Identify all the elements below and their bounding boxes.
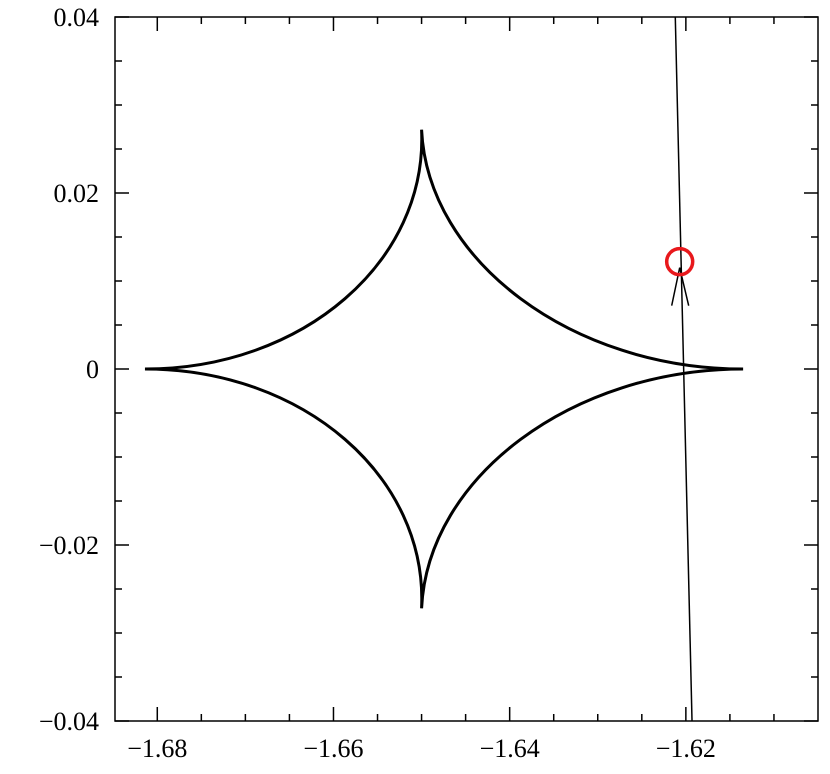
x-tick-label: −1.66: [303, 734, 363, 763]
x-tick-label: −1.68: [127, 734, 187, 763]
y-tick-label: −0.02: [39, 531, 99, 560]
x-tick-label: −1.62: [656, 734, 716, 763]
caustic-curve: [144, 129, 744, 609]
y-tick-label: 0.04: [54, 3, 100, 32]
source-position: [664, 246, 695, 277]
y-tick-label: 0: [86, 355, 99, 384]
y-tick-label: −0.04: [39, 707, 99, 736]
direction-arrow: [670, 267, 690, 306]
x-tick-label: −1.64: [480, 734, 540, 763]
y-tick-label: 0.02: [54, 179, 100, 208]
source-trajectory: [674, 16, 693, 722]
